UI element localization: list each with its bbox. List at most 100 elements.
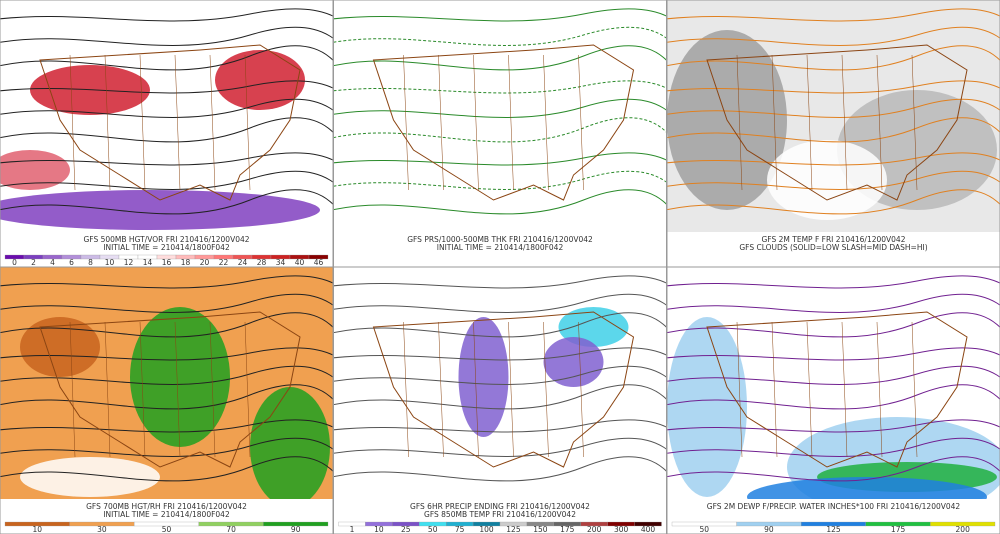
caption: GFS 6HR PRECIP ENDING FRI 210416/1200V04… xyxy=(410,502,590,511)
contour-line xyxy=(667,384,1000,410)
state-border xyxy=(69,321,76,458)
contour-line xyxy=(333,384,667,410)
state-border xyxy=(543,54,549,191)
shaded-region xyxy=(667,317,747,497)
map-area xyxy=(667,0,1000,232)
state-border xyxy=(244,54,251,191)
shaded-region xyxy=(747,477,987,499)
state-border xyxy=(174,54,181,191)
state-border xyxy=(174,321,181,458)
shaded-region xyxy=(130,307,230,447)
contour-line xyxy=(333,312,667,338)
state-border xyxy=(876,321,883,458)
scale-label: 75 xyxy=(455,525,465,534)
contour-line xyxy=(667,365,1000,385)
scale-label: 18 xyxy=(181,258,191,267)
state-border xyxy=(911,321,918,458)
shaded-region xyxy=(20,457,160,497)
state-border xyxy=(69,54,76,191)
scale-label: 50 xyxy=(162,525,172,534)
country-outline xyxy=(39,311,301,468)
caption: GFS 2M TEMP F FRI 210416/1200V042 xyxy=(762,235,906,244)
scale-label: 50 xyxy=(428,525,438,534)
scale-label: 25 xyxy=(401,525,411,534)
scale-label: 10 xyxy=(33,525,43,534)
contour-line xyxy=(0,45,333,71)
contour-line xyxy=(667,45,1000,71)
contour-line xyxy=(667,117,1000,143)
map-panel: GFS 6HR PRECIP ENDING FRI 210416/1200V04… xyxy=(333,266,667,534)
country-outline xyxy=(706,44,968,201)
scale-label: 175 xyxy=(560,525,575,534)
map-area xyxy=(333,0,667,232)
scale-label: 40 xyxy=(295,258,305,267)
shaded-region xyxy=(250,387,330,499)
contour-line xyxy=(667,8,1000,22)
map-area xyxy=(667,267,1000,499)
state-border xyxy=(104,54,111,191)
caption: INITIAL TIME = 210414/1800F042 xyxy=(103,510,230,519)
state-border xyxy=(771,321,778,458)
scale-label: 125 xyxy=(506,525,521,534)
state-border xyxy=(438,321,444,458)
contour-line xyxy=(667,293,1000,313)
scale-label: 10 xyxy=(105,258,115,267)
state-border xyxy=(473,54,479,191)
state-border xyxy=(841,54,848,191)
state-border xyxy=(508,54,514,191)
scale-label: 12 xyxy=(124,258,134,267)
scale-label: 90 xyxy=(764,525,774,534)
map-panel: GFS 700MB HGT/RH FRI 210416/1200V042INIT… xyxy=(0,266,334,534)
scale-label: 22 xyxy=(219,258,229,267)
country-outline xyxy=(706,311,968,468)
contour-line xyxy=(0,419,333,433)
contour-line xyxy=(0,384,333,410)
state-border xyxy=(473,321,479,458)
contour-line xyxy=(333,347,667,361)
state-border xyxy=(578,321,584,458)
state-border xyxy=(736,321,743,458)
state-border xyxy=(139,321,146,458)
scale-label: 10 xyxy=(374,525,384,534)
color-swatch xyxy=(308,254,329,260)
caption: GFS CLOUDS (SOLID=LOW SLASH=MID DASH=HI) xyxy=(739,243,927,252)
caption: INITIAL TIME = 210414/1800F042 xyxy=(437,243,564,252)
scale-label: 24 xyxy=(238,258,248,267)
contour-line xyxy=(0,275,333,289)
contour-line xyxy=(667,437,1000,457)
shaded-region xyxy=(543,337,604,387)
scale-label: 200 xyxy=(587,525,602,534)
scale-label: 8 xyxy=(88,258,93,267)
scale-label: 28 xyxy=(257,258,267,267)
state-border xyxy=(771,54,778,191)
scale-label: 300 xyxy=(614,525,629,534)
contour-line xyxy=(333,189,667,215)
scale-label: 16 xyxy=(162,258,172,267)
map-panel: GFS 500MB HGT/VOR FRI 210416/1200V042INI… xyxy=(0,0,334,268)
country-outline xyxy=(372,311,635,468)
state-border xyxy=(209,54,216,191)
contour-line xyxy=(333,98,667,118)
state-border xyxy=(736,54,743,191)
contour-line xyxy=(667,152,1000,166)
contour-line xyxy=(667,419,1000,433)
contour-line xyxy=(333,293,667,313)
state-border xyxy=(806,321,813,458)
caption: GFS 700MB HGT/RH FRI 210416/1200V042 xyxy=(86,502,247,511)
contour-line xyxy=(333,419,667,433)
contour-line xyxy=(333,152,667,166)
state-border xyxy=(543,321,549,458)
map-area xyxy=(0,267,333,499)
contour-line xyxy=(0,456,333,482)
contour-line xyxy=(667,170,1000,190)
scale-label: 0 xyxy=(12,258,17,267)
scale-label: 14 xyxy=(143,258,153,267)
contour-line xyxy=(667,456,1000,482)
contour-line xyxy=(667,312,1000,338)
country-outline xyxy=(372,44,635,201)
color-swatch xyxy=(263,521,329,527)
map-area xyxy=(333,267,667,499)
contour-line xyxy=(333,26,667,46)
shaded-region xyxy=(20,317,100,377)
